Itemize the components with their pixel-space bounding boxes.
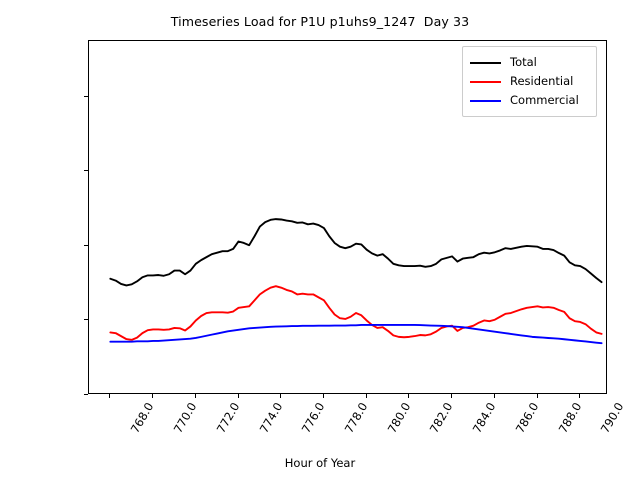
legend-label: Commercial	[510, 92, 579, 107]
y-tick-mark	[84, 319, 88, 321]
line-series	[109, 218, 603, 287]
chart-title: Timeseries Load for P1U p1uhs9_1247 Day …	[170, 14, 470, 29]
y-tick-mark	[84, 394, 88, 395]
legend-color-swatch	[470, 80, 501, 83]
x-axis-label: Hour of Year	[284, 456, 356, 470]
x-tick-mark	[451, 394, 453, 398]
y-tick-mark	[84, 244, 88, 246]
x-tick-label: 776.0	[298, 400, 328, 436]
legend-color-swatch	[470, 61, 501, 64]
x-tick-label: 768.0	[128, 400, 157, 436]
x-tick-mark	[237, 394, 239, 398]
y-tick-mark	[84, 95, 88, 97]
x-tick-mark	[536, 394, 538, 398]
series-lines	[109, 218, 603, 345]
x-tick-mark	[408, 394, 410, 398]
x-tick-label: 788.0	[555, 400, 584, 436]
line-series	[109, 324, 603, 345]
legend-label: Residential	[510, 73, 574, 88]
line-series	[109, 285, 603, 341]
x-tick-mark	[493, 394, 495, 398]
x-tick-label: 774.0	[256, 400, 285, 436]
x-tick-label: 778.0	[341, 400, 371, 436]
legend-entry: Total	[470, 53, 589, 72]
x-tick-label: 790.0	[597, 400, 627, 436]
x-tick-mark	[280, 394, 282, 398]
x-tick-label: 770.0	[170, 400, 200, 436]
x-tick-label: 782.0	[427, 400, 456, 436]
x-tick-mark	[579, 394, 581, 398]
x-tick-mark	[194, 394, 196, 398]
legend-color-swatch	[470, 99, 501, 102]
x-tick-mark	[109, 394, 111, 398]
x-tick-label: 786.0	[512, 400, 542, 436]
x-tick-label: 772.0	[213, 400, 243, 436]
x-tick-mark	[152, 394, 154, 398]
x-tick-mark	[322, 394, 324, 398]
legend-label: Total	[510, 54, 537, 69]
y-tick-mark	[84, 170, 88, 172]
legend-entry: Residential	[470, 72, 589, 91]
x-tick-label: 780.0	[384, 400, 413, 436]
x-tick-label: 784.0	[469, 400, 499, 436]
x-tick-mark	[365, 394, 367, 398]
chart-legend: Total Residential Commercial	[462, 46, 597, 117]
legend-entry: Commercial	[470, 91, 589, 110]
